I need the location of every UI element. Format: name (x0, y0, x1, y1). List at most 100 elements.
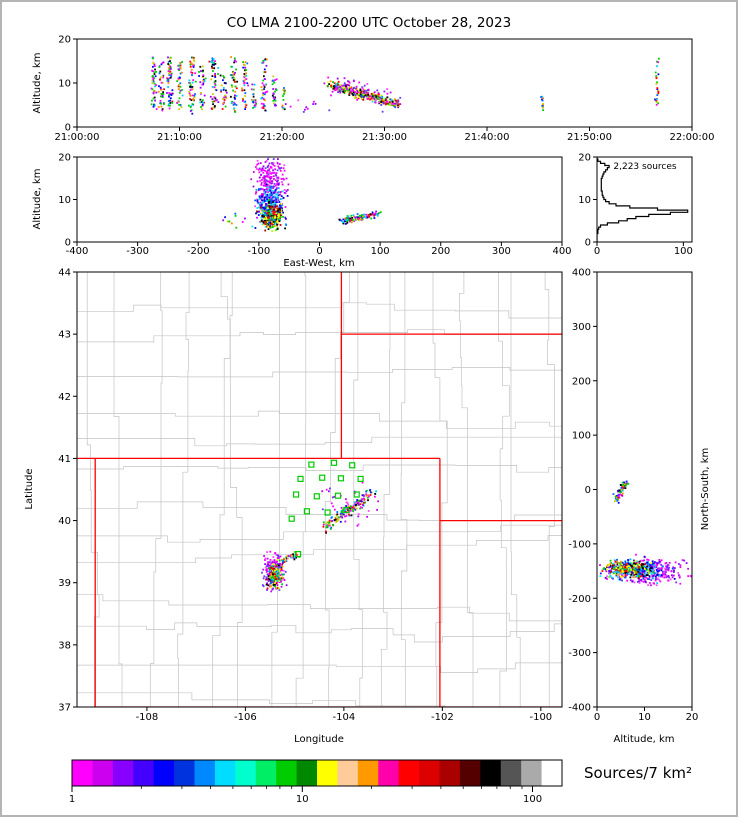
svg-text:20: 20 (578, 153, 591, 164)
time-height-sources (150, 56, 660, 115)
station-marker (313, 493, 320, 500)
station-marker (334, 492, 342, 499)
colorbar-cell (459, 760, 481, 786)
time-height-panel: 21:00:00 21:10:00 21:20:00 21:30:00 21:40:00… (55, 35, 715, 144)
svg-text:-106: -106 (234, 712, 257, 723)
svg-text:0: 0 (65, 123, 71, 134)
svg-text:100: 100 (572, 431, 591, 442)
svg-text:0: 0 (594, 246, 600, 257)
state-borders (77, 272, 562, 707)
svg-text:20: 20 (686, 712, 699, 723)
svg-text:100: 100 (523, 794, 542, 805)
station-marker (353, 491, 360, 498)
ew-panel-xlabel: East-West, km (283, 258, 354, 269)
svg-text:400: 400 (572, 268, 591, 279)
map-ylabel: Latitude (24, 468, 35, 509)
svg-text:-400: -400 (568, 703, 591, 714)
colorbar-cell (378, 760, 400, 786)
svg-text:-104: -104 (333, 712, 356, 723)
station-marker (337, 475, 344, 482)
svg-text:300: 300 (492, 246, 511, 257)
colorbar-cell (521, 760, 543, 786)
svg-text:-300: -300 (126, 246, 149, 257)
svg-text:0: 0 (594, 712, 600, 723)
svg-text:0: 0 (585, 485, 591, 496)
station-marker (293, 491, 300, 498)
svg-text:10: 10 (296, 794, 309, 805)
time-panel-ylabel: Altitude, km (32, 53, 43, 114)
colorbar-label: Sources/7 km² (584, 764, 692, 782)
svg-text:400: 400 (552, 246, 571, 257)
colorbar-cell (419, 760, 441, 786)
colorbar-cell (92, 760, 114, 786)
colorbar-border (71, 759, 563, 787)
svg-text:-400: -400 (66, 246, 89, 257)
svg-text:42: 42 (58, 392, 71, 403)
station-marker (330, 459, 338, 466)
colorbar-cell (357, 760, 379, 786)
svg-text:21:30:00: 21:30:00 (362, 132, 407, 143)
figure-title: CO LMA 2100-2200 UTC October 28, 2023 (227, 15, 511, 31)
svg-text:21:50:00: 21:50:00 (567, 132, 612, 143)
ns-altitude-panel: 0 10 20 400 300 200 100 0 -100 -200 -300 -400 (568, 268, 698, 724)
colorbar-cell (133, 760, 155, 786)
svg-text:43: 43 (58, 330, 71, 341)
svg-text:44: 44 (58, 268, 71, 279)
ns-panel-xlabel: Altitude, km (614, 734, 675, 745)
station-marker (303, 508, 310, 515)
svg-text:0: 0 (316, 246, 322, 257)
colorbar-cell (72, 760, 94, 786)
station-marker (349, 462, 356, 469)
svg-text:-200: -200 (568, 594, 591, 605)
colorbar-cell (480, 760, 502, 786)
station-marker (297, 475, 304, 482)
svg-text:-100: -100 (529, 712, 552, 723)
svg-text:-108: -108 (136, 712, 159, 723)
panel-border (596, 271, 693, 708)
colorbar-cell (439, 760, 461, 786)
svg-text:10: 10 (638, 712, 651, 723)
svg-text:20: 20 (58, 153, 71, 164)
ew-panel-ylabel: Altitude, km (32, 169, 43, 230)
svg-text:-100: -100 (568, 539, 591, 550)
svg-text:21:10:00: 21:10:00 (157, 132, 202, 143)
colorbar-cell (317, 760, 339, 786)
svg-text:40: 40 (58, 516, 71, 527)
station-marker (343, 506, 350, 514)
svg-text:21:20:00: 21:20:00 (260, 132, 305, 143)
station-marker (324, 509, 331, 516)
colorbar-cell (398, 760, 420, 786)
colorbar-cell (153, 760, 175, 786)
altitude-histogram-panel: 0 100 0 10 20 (578, 153, 693, 258)
panel-border (76, 156, 563, 243)
colorbar-cell (214, 760, 236, 786)
station-marker (357, 475, 364, 482)
colorbar-cell (276, 760, 298, 786)
svg-text:41: 41 (58, 454, 71, 465)
svg-text:100: 100 (371, 246, 390, 257)
svg-text:10: 10 (58, 79, 71, 90)
svg-text:200: 200 (431, 246, 450, 257)
svg-text:-300: -300 (568, 648, 591, 659)
station-marker (288, 515, 295, 522)
svg-text:1: 1 (69, 794, 75, 805)
svg-text:-102: -102 (431, 712, 454, 723)
colorbar-cell (500, 760, 522, 786)
svg-text:22:00:00: 22:00:00 (670, 132, 715, 143)
panel-border (76, 271, 563, 708)
ew-height-sources (222, 157, 382, 233)
svg-text:10: 10 (58, 195, 71, 206)
colorbar-cell (541, 760, 563, 786)
ns-panel-ylabel: North-South, km (700, 448, 711, 531)
histogram-annotation: 2,223 sources (613, 162, 677, 172)
svg-text:21:40:00: 21:40:00 (465, 132, 510, 143)
svg-text:-100: -100 (248, 246, 271, 257)
svg-text:0: 0 (65, 238, 71, 249)
map-panel: -108 -106 -104 -102 -100 37 38 39 40 41 42 43 44 (58, 268, 563, 723)
ns-alt-sources (599, 480, 692, 587)
svg-text:39: 39 (58, 578, 71, 589)
svg-text:10: 10 (578, 195, 591, 206)
svg-text:20: 20 (58, 35, 71, 46)
